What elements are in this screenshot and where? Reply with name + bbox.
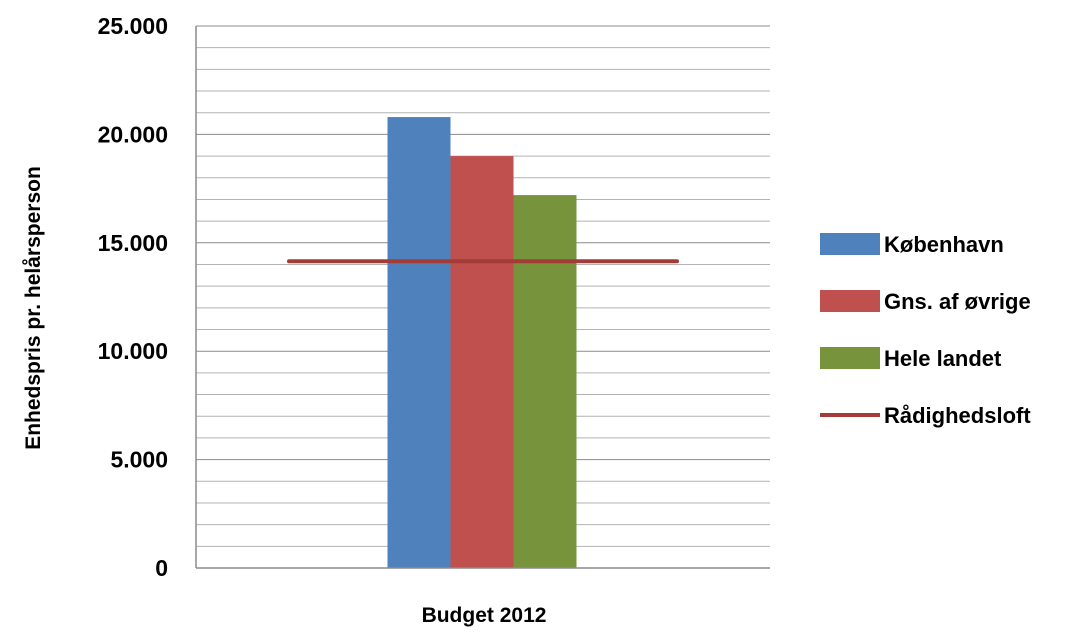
y-tick-label: 10.000 (98, 338, 168, 364)
y-tick-label: 5.000 (110, 447, 168, 473)
legend-label: Rådighedsloft (884, 403, 1031, 428)
legend-item: København (820, 232, 1004, 257)
y-tick-label: 25.000 (98, 13, 168, 39)
legend-swatch (820, 233, 880, 255)
legend-item: Hele landet (820, 346, 1002, 371)
legend-item: Rådighedsloft (820, 403, 1031, 428)
y-tick-labels: 0 5.000 10.000 15.000 20.000 25.000 (98, 13, 168, 581)
bars (388, 117, 577, 568)
y-tick-label: 15.000 (98, 230, 168, 256)
y-tick-label: 0 (155, 555, 168, 581)
x-category-label: Budget 2012 (422, 604, 547, 627)
bar-1 (388, 117, 451, 568)
bar-3 (514, 195, 577, 568)
legend-label: Gns. af øvrige (884, 289, 1031, 314)
legend-swatch (820, 290, 880, 312)
legend-label: København (884, 232, 1004, 257)
y-axis-title: Enhedspris pr. helårsperson (22, 166, 45, 450)
y-tick-label: 20.000 (98, 121, 168, 147)
bar-2 (451, 156, 514, 568)
legend: København Gns. af øvrige Hele landet Rådigh… (820, 232, 1031, 428)
legend-label: Hele landet (884, 346, 1002, 371)
legend-swatch (820, 347, 880, 369)
legend-item: Gns. af øvrige (820, 289, 1031, 314)
